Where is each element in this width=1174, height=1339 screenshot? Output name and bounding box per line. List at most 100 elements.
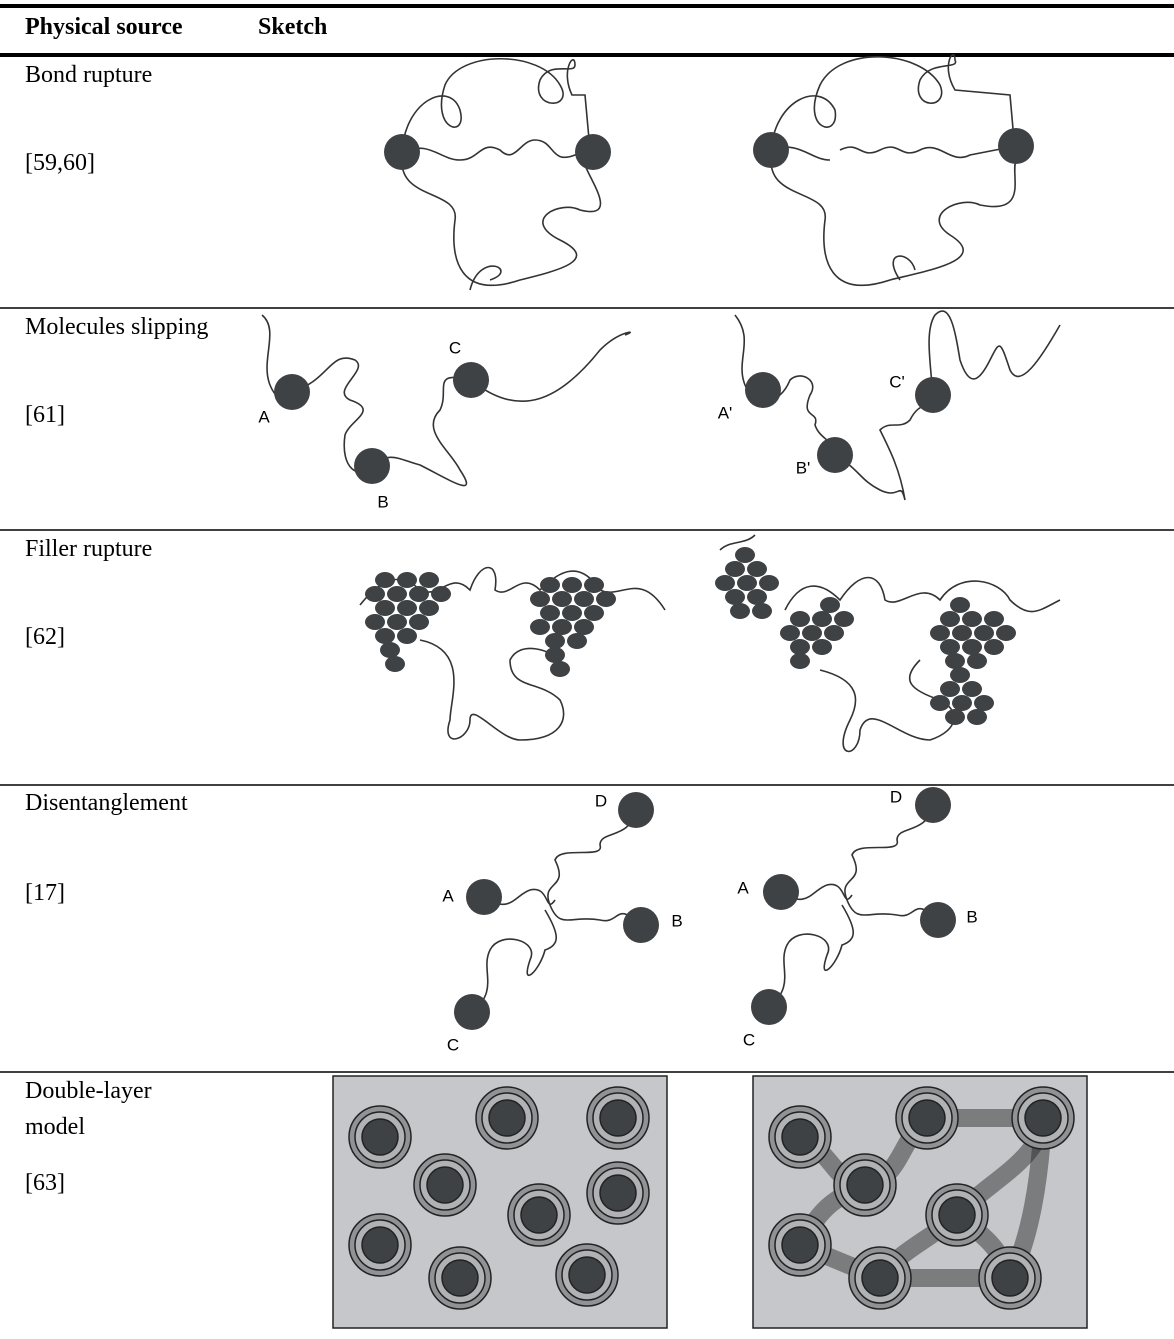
filler-particle bbox=[562, 605, 582, 621]
filler-particle bbox=[387, 586, 407, 602]
polymer-chain bbox=[770, 54, 1015, 151]
filler-core bbox=[781, 1226, 819, 1264]
polymer-chain bbox=[401, 139, 594, 161]
polymer-chain bbox=[469, 265, 502, 291]
filler-core bbox=[441, 1259, 479, 1297]
filler-particle bbox=[397, 572, 417, 588]
reference: [63] bbox=[25, 1170, 65, 1196]
filler-particle bbox=[409, 614, 429, 630]
polymer-chain bbox=[470, 331, 631, 403]
polymer-chain bbox=[844, 804, 939, 921]
label: B' bbox=[796, 458, 811, 477]
filler-particle bbox=[365, 614, 385, 630]
filler-particle bbox=[967, 653, 987, 669]
filler-core bbox=[861, 1259, 899, 1297]
filler-particle bbox=[820, 597, 840, 613]
reference: [17] bbox=[25, 880, 65, 906]
polymer-chain bbox=[784, 576, 1061, 613]
crosslink bbox=[745, 372, 781, 408]
filler-particle bbox=[974, 625, 994, 641]
filler-particle bbox=[385, 656, 405, 672]
filler-particle bbox=[747, 561, 767, 577]
crosslink bbox=[384, 134, 420, 170]
filler-particle bbox=[584, 605, 604, 621]
filler-core bbox=[520, 1196, 558, 1234]
filler-particle bbox=[574, 619, 594, 635]
filler-particle bbox=[375, 600, 395, 616]
filler-particle bbox=[725, 561, 745, 577]
reference: [59,60] bbox=[25, 150, 95, 176]
filler-particle bbox=[984, 639, 1004, 655]
filler-core bbox=[908, 1099, 946, 1137]
filler-particle bbox=[996, 625, 1016, 641]
filler-particle bbox=[945, 709, 965, 725]
filler-core bbox=[1024, 1099, 1062, 1137]
crosslink bbox=[453, 362, 489, 398]
filler-core bbox=[568, 1256, 606, 1294]
polymer-chain bbox=[547, 809, 642, 926]
filler-particle bbox=[812, 639, 832, 655]
filler-particle bbox=[567, 633, 587, 649]
label: A' bbox=[718, 403, 733, 422]
label: B bbox=[966, 907, 977, 926]
polymer-chain bbox=[892, 255, 916, 281]
filler-particle bbox=[365, 586, 385, 602]
filler-particle bbox=[962, 639, 982, 655]
filler-particle bbox=[552, 619, 572, 635]
filler-particle bbox=[984, 611, 1004, 627]
filler-particle bbox=[790, 611, 810, 627]
polymer-chain bbox=[770, 159, 1017, 286]
filler-particle bbox=[397, 628, 417, 644]
polymer-chain bbox=[768, 904, 855, 1008]
filler-particle bbox=[409, 586, 429, 602]
crosslink bbox=[763, 874, 799, 910]
filler-particle bbox=[940, 639, 960, 655]
filler-particle bbox=[530, 591, 550, 607]
filler-particle bbox=[747, 589, 767, 605]
crosslink bbox=[454, 994, 490, 1030]
label: C' bbox=[889, 372, 905, 391]
filler-particle bbox=[545, 633, 565, 649]
filler-particle bbox=[802, 625, 822, 641]
filler-particle bbox=[950, 597, 970, 613]
filler-particle bbox=[940, 681, 960, 697]
filler-core bbox=[938, 1196, 976, 1234]
polymer-chain bbox=[770, 145, 1017, 161]
filler-core bbox=[846, 1166, 884, 1204]
filler-particle bbox=[952, 695, 972, 711]
filler-particle bbox=[419, 600, 439, 616]
polymer-chain bbox=[419, 639, 565, 741]
source: Disentanglement bbox=[25, 790, 188, 816]
reference: [61] bbox=[25, 402, 65, 428]
filler-particle bbox=[380, 642, 400, 658]
source: [62] bbox=[25, 624, 65, 650]
source: Molecules slipping bbox=[25, 314, 208, 340]
polymer-chain bbox=[471, 909, 558, 1013]
filler-particle bbox=[715, 575, 735, 591]
filler-particle bbox=[530, 619, 550, 635]
filler-particle bbox=[562, 577, 582, 593]
filler-core bbox=[991, 1259, 1029, 1297]
source: Double-layer model bbox=[25, 1078, 152, 1140]
filler-particle bbox=[940, 611, 960, 627]
filler-particle bbox=[945, 653, 965, 669]
crosslink bbox=[998, 128, 1034, 164]
label: D bbox=[595, 791, 607, 810]
filler-core bbox=[781, 1118, 819, 1156]
filler-particle bbox=[387, 614, 407, 630]
filler-particle bbox=[824, 625, 844, 641]
filler-particle bbox=[952, 625, 972, 641]
crosslink bbox=[354, 448, 390, 484]
crosslink bbox=[751, 989, 787, 1025]
label: A bbox=[258, 407, 270, 426]
filler-particle bbox=[725, 589, 745, 605]
crosslink bbox=[915, 377, 951, 413]
filler-particle bbox=[552, 591, 572, 607]
filler-core bbox=[599, 1174, 637, 1212]
label: C bbox=[743, 1030, 755, 1049]
filler-particle bbox=[967, 709, 987, 725]
filler-particle bbox=[962, 681, 982, 697]
source: Filler rupture bbox=[25, 536, 152, 562]
header-cell: Sketch bbox=[258, 14, 327, 40]
